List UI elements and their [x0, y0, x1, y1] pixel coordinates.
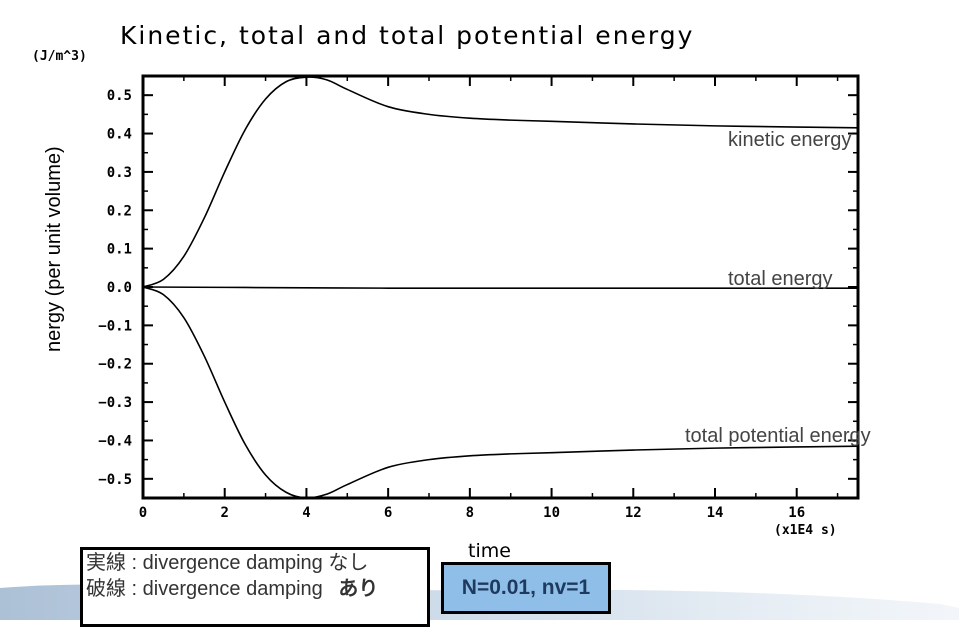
legend-solid-text: 実線 : divergence damping — [86, 552, 323, 574]
y-unit-label: (J/m^3) — [32, 49, 87, 64]
legend-dashed-text: 破線 : divergence damping — [86, 578, 323, 600]
y-tick-label: 0.0 — [107, 280, 132, 296]
x-unit-label: (x1E4 s) — [774, 523, 837, 538]
y-tick-label: −0.5 — [98, 472, 132, 488]
series-layer — [142, 76, 859, 499]
series-kinetic-line — [142, 76, 859, 288]
y-axis-label: nergy (per unit volume) — [43, 146, 65, 352]
y-tick-label: −0.1 — [98, 318, 132, 334]
parameter-badge: N=0.01, nv=1 — [441, 562, 611, 614]
legend-line-dashed: 破線 : divergence damping あり — [86, 576, 427, 602]
x-tick-label: 10 — [543, 505, 560, 521]
legend-line-solid: 実線 : divergence damping なし — [86, 550, 427, 576]
x-tick-label: 8 — [466, 505, 474, 521]
parameter-text: N=0.01, nv=1 — [461, 576, 591, 599]
legend-solid-suffix: なし — [328, 552, 369, 574]
x-tick-label: 16 — [788, 505, 805, 521]
x-tick-label: 2 — [220, 505, 228, 521]
y-tick-label: −0.3 — [98, 395, 132, 411]
x-axis-label: time — [468, 540, 511, 562]
y-axis-ticks: 0.5 0.4 0.3 0.2 0.1 0.0 −0.1 −0.2 −0.3 −0.4 −0.5 — [98, 75, 858, 499]
series-label-kinetic: kinetic energy — [728, 129, 851, 151]
y-tick-label: 0.2 — [107, 203, 132, 219]
x-tick-label: 6 — [384, 505, 392, 521]
x-axis-ticks: 0 2 4 6 8 10 12 14 16 — [139, 76, 839, 521]
y-tick-label: −0.4 — [98, 433, 132, 449]
series-potential-line — [142, 286, 859, 499]
x-tick-label: 14 — [707, 505, 724, 521]
y-tick-label: 0.3 — [107, 165, 132, 181]
line-style-legend-box: 実線 : divergence damping なし 破線 : divergen… — [80, 547, 430, 627]
chart-title: Kinetic, total and total potential energ… — [120, 21, 694, 50]
x-tick-label: 12 — [625, 505, 642, 521]
series-label-potential: total potential energy — [685, 425, 871, 447]
series-label-total: total energy — [728, 268, 833, 290]
series-total-line — [142, 286, 858, 289]
y-tick-label: 0.4 — [107, 127, 132, 143]
legend-dashed-suffix: あり — [338, 578, 379, 600]
y-tick-label: 0.5 — [107, 88, 132, 104]
x-tick-label: 0 — [139, 505, 147, 521]
y-tick-label: −0.2 — [98, 357, 132, 373]
x-tick-label: 4 — [302, 505, 310, 521]
y-tick-label: 0.1 — [107, 242, 132, 258]
